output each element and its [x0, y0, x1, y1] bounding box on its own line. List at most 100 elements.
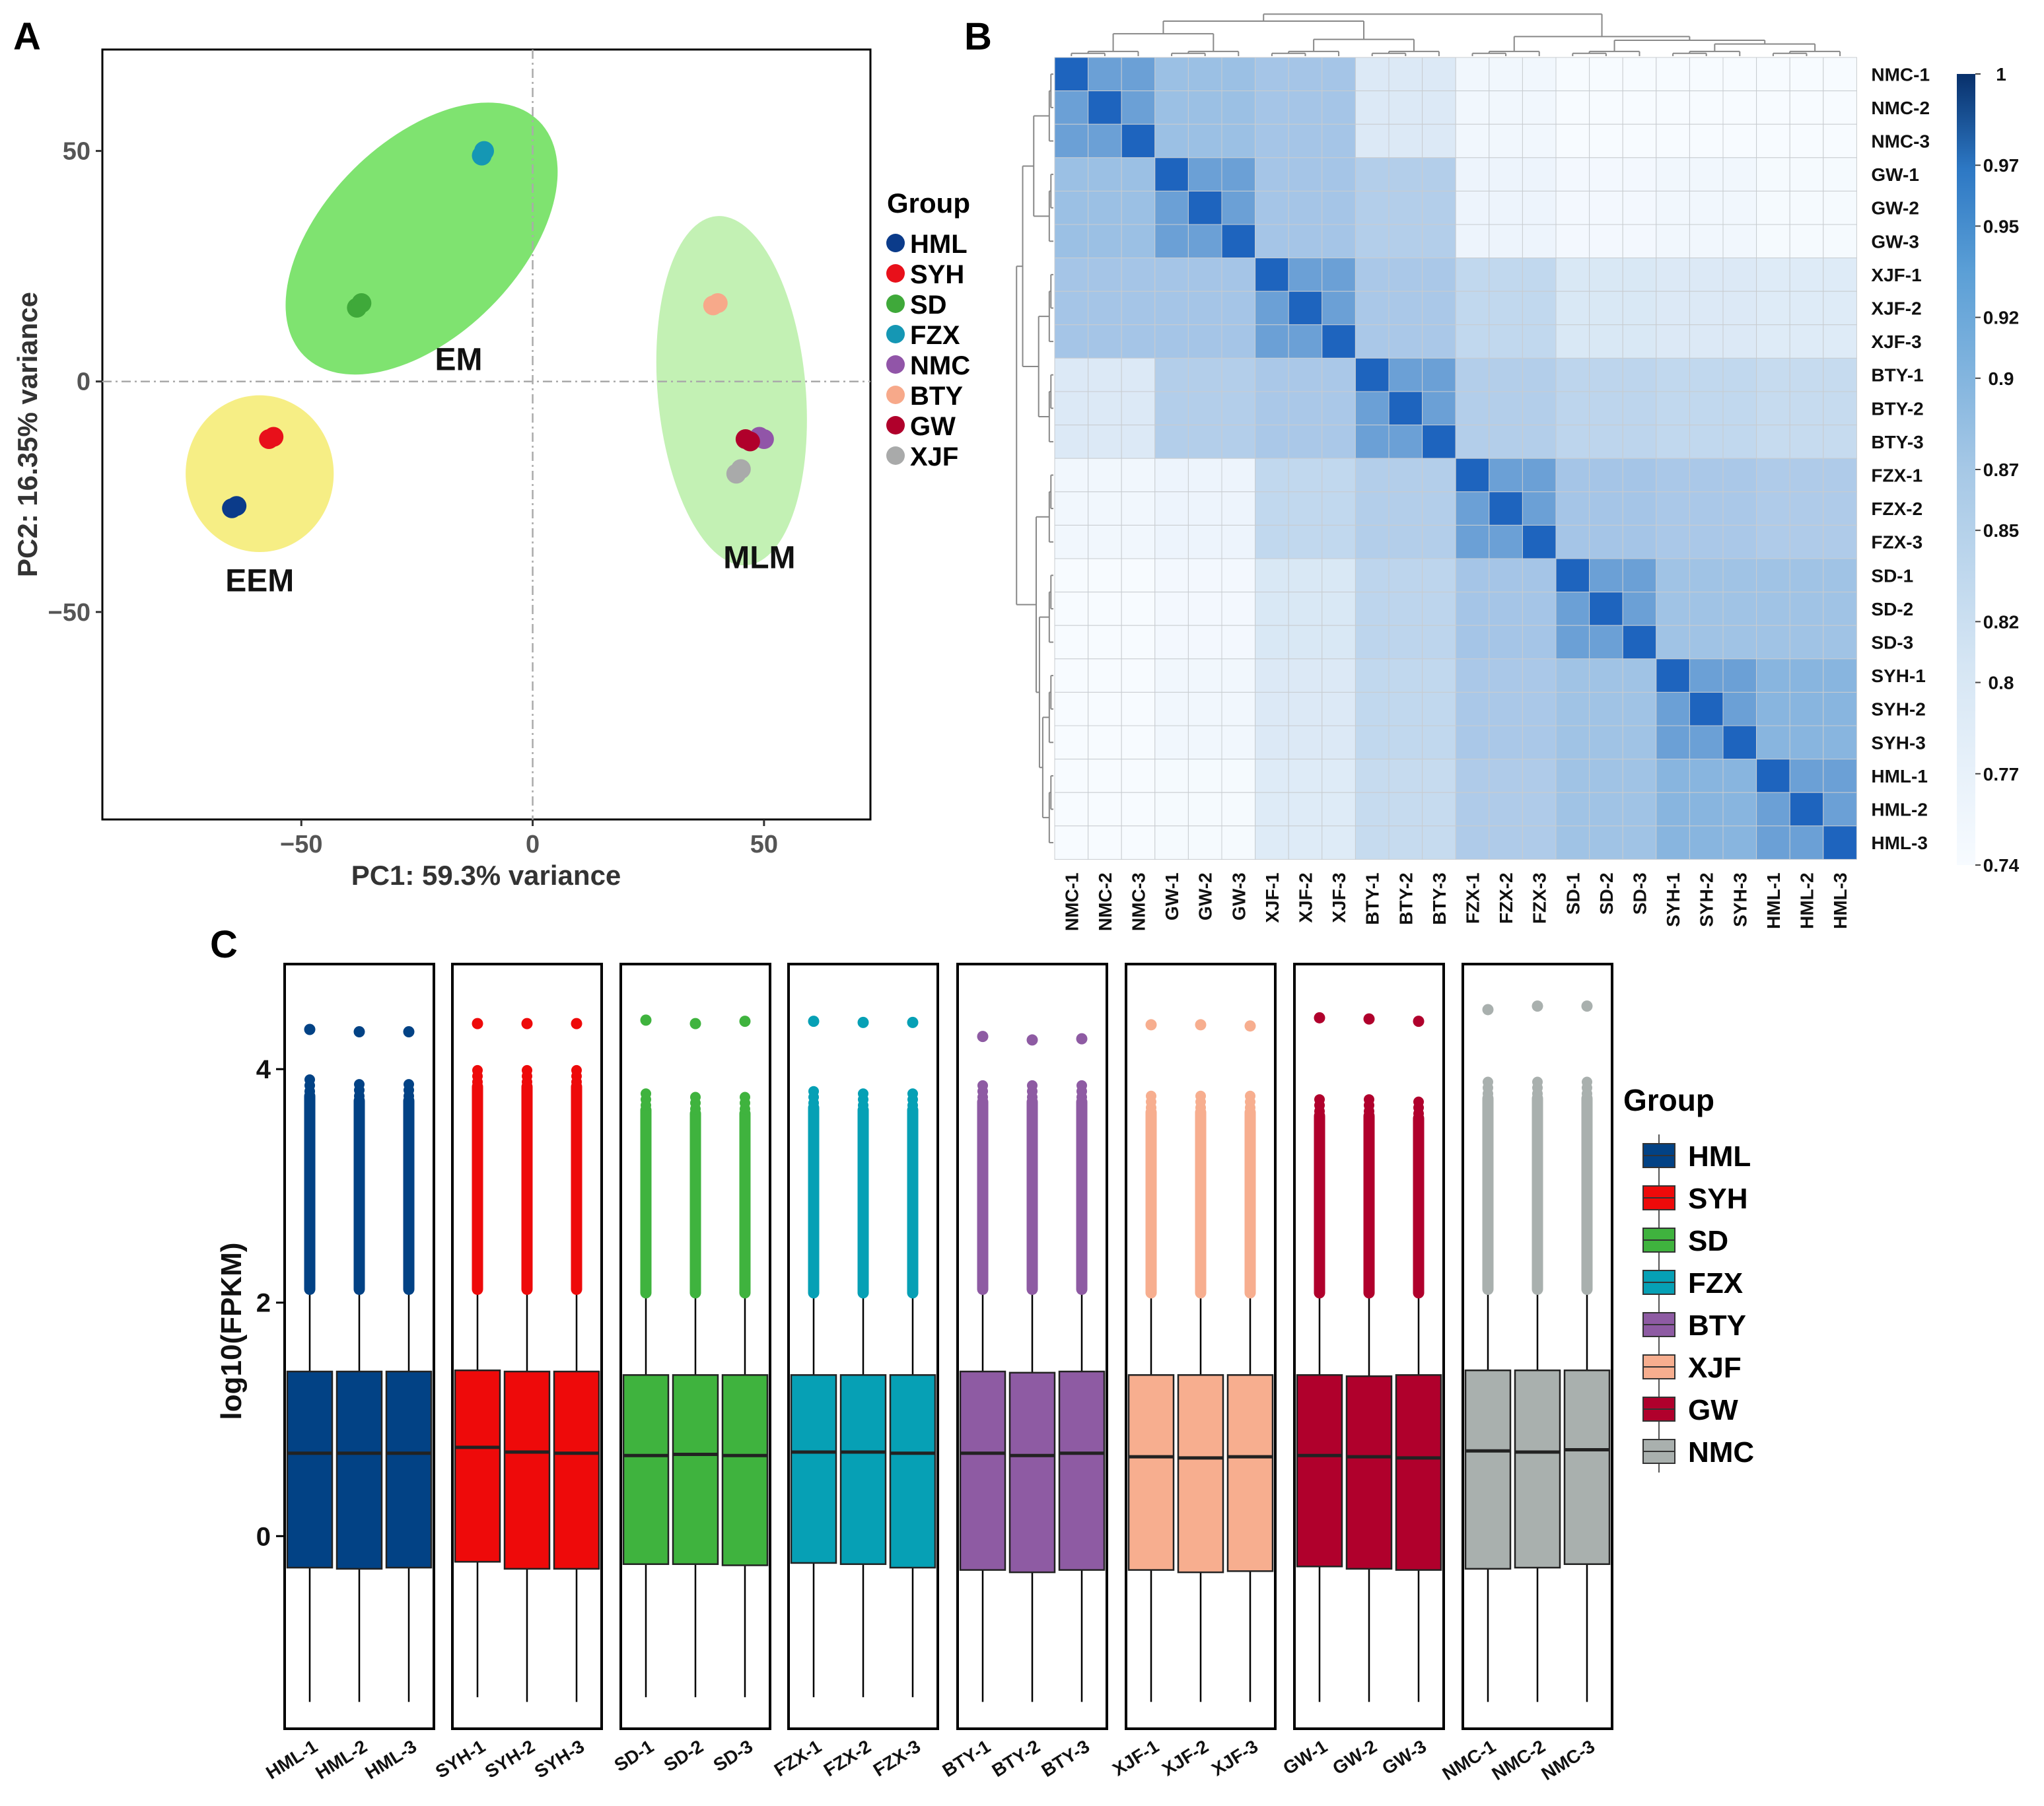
heatmap-cell: [1187, 258, 1222, 292]
heatmap-cell: [1422, 90, 1456, 125]
heatmap-cell: [1455, 725, 1490, 760]
heatmap-row-labels: NMC-1 NMC-2 NMC-3 GW-1 GW-2 GW-3 XJF-1 XJF-2 XJF…: [1871, 64, 1930, 853]
heatmap-cell: [1221, 592, 1256, 626]
heatmap-cell: [1255, 725, 1289, 760]
heatmap-cell: [1722, 558, 1757, 593]
box-outlier-max: [640, 1014, 652, 1026]
heatmap-cell: [1288, 491, 1323, 526]
heatmap-cell: [1288, 658, 1323, 693]
heatmap-cell: [1187, 725, 1222, 760]
heatmap-cell: [1489, 90, 1523, 125]
box-x-label: NMC-1: [1439, 1736, 1500, 1784]
heatmap-cell: [1221, 258, 1256, 292]
heatmap-cell: [1355, 258, 1390, 292]
heatmap-row-label: SYH-3: [1871, 732, 1925, 753]
box-outlier: [690, 1092, 701, 1103]
heatmap-cell: [1522, 357, 1557, 392]
heatmap-cell: [1589, 291, 1623, 326]
heatmap-cell: [1622, 592, 1657, 626]
heatmap-cell: [1489, 458, 1523, 493]
heatmap-cell: [1154, 458, 1189, 493]
heatmap-cell: [1689, 792, 1724, 827]
heatmap-cell: [1722, 759, 1757, 793]
heatmap-cell: [1823, 357, 1857, 392]
heatmap-cells: [1054, 57, 1857, 860]
heatmap-cell: [1422, 558, 1456, 593]
heatmap-cell: [1622, 57, 1657, 92]
heatmap-cell: [1455, 625, 1490, 660]
heatmap-cell: [1187, 491, 1222, 526]
heatmap-cell: [1756, 425, 1790, 459]
pca-legend-swatch-bty: [886, 386, 905, 404]
pca-point-hml-2: [227, 496, 247, 516]
heatmap-cell: [1789, 825, 1824, 860]
heatmap-row-label: FZX-1: [1871, 466, 1922, 486]
heatmap-cell: [1221, 190, 1256, 225]
heatmap-cell: [1355, 123, 1390, 158]
heatmap-cell: [1722, 324, 1757, 359]
heatmap-cell: [1187, 658, 1222, 693]
heatmap-cell: [1589, 524, 1623, 559]
heatmap-cell: [1689, 258, 1724, 292]
heatmap-cell: [1689, 57, 1724, 92]
heatmap-cell: [1322, 157, 1356, 191]
heatmap-cell: [1722, 425, 1757, 459]
heatmap-cell: [1823, 90, 1857, 125]
heatmap-cell: [1622, 190, 1657, 225]
heatmap-cell: [1121, 691, 1156, 726]
heatmap-cell: [1789, 592, 1824, 626]
box-outlier: [1483, 1076, 1493, 1088]
box-outlier-max: [571, 1018, 582, 1029]
heatmap-cell: [1522, 524, 1557, 559]
heatmap-cell: [1154, 258, 1189, 292]
box-outlier: [1314, 1094, 1325, 1105]
heatmap-cell: [1756, 691, 1790, 726]
heatmap-cell: [1689, 157, 1724, 191]
heatmap-cell: [1589, 825, 1623, 860]
heatmap-top-dendrogram: [1071, 13, 1841, 56]
heatmap-cell: [1187, 357, 1222, 392]
heatmap-cell: [1422, 725, 1456, 760]
heatmap-cell: [1088, 324, 1122, 359]
heatmap-cell: [1154, 691, 1189, 726]
heatmap-cell: [1088, 90, 1122, 125]
box-outlier: [641, 1088, 651, 1099]
heatmap-cell: [1522, 725, 1557, 760]
heatmap-cell: [1154, 391, 1189, 426]
box-iqr: [503, 1370, 551, 1570]
heatmap-cell: [1555, 759, 1590, 793]
heatmap-cell: [1622, 357, 1657, 392]
box-x-label: BTY-2: [988, 1736, 1043, 1781]
heatmap-row-label: BTY-3: [1871, 432, 1923, 452]
box-outlier-max: [1244, 1020, 1256, 1032]
panel-a-letter: A: [13, 15, 41, 58]
heatmap-cell: [1121, 90, 1156, 125]
heatmap-cell: [1322, 592, 1356, 626]
heatmap-cell: [1422, 625, 1456, 660]
box-x-label: SYH-3: [531, 1736, 588, 1782]
boxplot-legend: HML SYH SD FZX BTY XJF GW NMC: [1642, 1134, 1754, 1473]
heatmap-cell: [1823, 391, 1857, 426]
heatmap-cell: [1221, 558, 1256, 593]
heatmap-cell: [1656, 491, 1690, 526]
heatmap-col-label: SD-1: [1563, 872, 1583, 915]
box-x-label: XJF-2: [1158, 1736, 1212, 1780]
heatmap-cell: [1355, 90, 1390, 125]
colorbar-tick-label: 0.9: [1989, 368, 2014, 389]
heatmap-cell: [1288, 224, 1323, 259]
heatmap-cell: [1288, 391, 1323, 426]
heatmap-cell: [1489, 291, 1523, 326]
heatmap-cell: [1722, 691, 1757, 726]
heatmap-cell: [1522, 190, 1557, 225]
pca-ticks: −50 0 50 50 0 −50: [48, 138, 778, 858]
heatmap-cell: [1689, 691, 1724, 726]
heatmap-cell: [1455, 90, 1490, 125]
heatmap-cell: [1322, 324, 1356, 359]
heatmap-cell: [1555, 258, 1590, 292]
heatmap-cell: [1154, 491, 1189, 526]
heatmap-cell: [1589, 425, 1623, 459]
heatmap-cell: [1756, 391, 1790, 426]
heatmap-cell: [1221, 57, 1256, 92]
boxplot-y-axis: 0 2 4: [256, 1055, 285, 1551]
